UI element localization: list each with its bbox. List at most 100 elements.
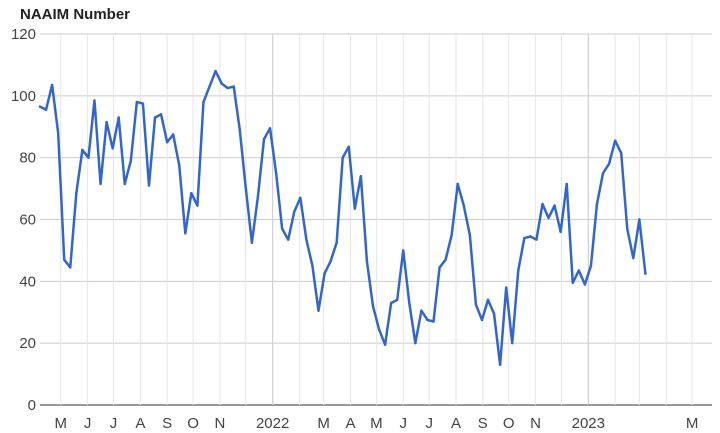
data-point bbox=[226, 86, 229, 90]
data-point bbox=[474, 303, 478, 306]
data-point bbox=[256, 195, 260, 198]
data-point bbox=[129, 159, 133, 162]
data-point bbox=[117, 116, 120, 119]
data-point bbox=[426, 318, 429, 322]
y-tick-label: 120 bbox=[11, 26, 36, 43]
data-point bbox=[196, 204, 199, 207]
data-point bbox=[202, 100, 205, 104]
y-axis-labels: 0 20 40 60 80 100 120 bbox=[11, 26, 36, 414]
y-tick-label: 80 bbox=[19, 150, 36, 167]
data-point bbox=[220, 82, 223, 85]
data-point bbox=[438, 266, 441, 269]
y-tick-label: 20 bbox=[19, 335, 36, 352]
data-point bbox=[268, 127, 272, 130]
y-tick-label: 100 bbox=[11, 88, 36, 105]
data-point bbox=[541, 202, 544, 206]
x-axis-labels: M J J A S O N 2022 M A M J J A S O N 2023 M bbox=[55, 415, 699, 432]
data-point bbox=[184, 232, 187, 235]
data-point bbox=[480, 318, 484, 322]
data-point bbox=[383, 343, 387, 346]
data-point bbox=[547, 216, 550, 220]
data-point bbox=[347, 145, 350, 149]
data-point bbox=[329, 260, 332, 263]
data-point bbox=[456, 182, 459, 186]
x-tick-label: 2022 bbox=[256, 415, 289, 432]
x-tick-label: O bbox=[503, 415, 515, 432]
data-point bbox=[571, 281, 574, 285]
x-tick-label: J bbox=[84, 415, 92, 432]
data-point bbox=[589, 264, 593, 268]
data-point bbox=[153, 116, 157, 119]
data-point bbox=[444, 258, 447, 261]
data-point bbox=[371, 304, 375, 308]
x-tick-label: M bbox=[370, 415, 383, 432]
data-point bbox=[595, 202, 599, 206]
data-point bbox=[262, 137, 266, 141]
data-point bbox=[553, 204, 556, 207]
data-point bbox=[147, 184, 151, 187]
data-point bbox=[81, 148, 84, 152]
data-point bbox=[305, 238, 308, 241]
x-tick-label: O bbox=[187, 415, 199, 432]
data-point bbox=[498, 363, 502, 367]
data-point bbox=[69, 266, 72, 269]
data-point bbox=[632, 256, 635, 260]
data-point bbox=[535, 238, 538, 241]
data-point bbox=[232, 85, 235, 88]
data-point bbox=[341, 156, 344, 159]
x-tick-label: A bbox=[451, 415, 461, 432]
data-point bbox=[293, 210, 296, 213]
x-tick-label: M bbox=[55, 415, 68, 432]
x-tick-label: J bbox=[110, 415, 118, 432]
x-tick-label: N bbox=[530, 415, 541, 432]
data-point bbox=[280, 227, 284, 230]
data-point bbox=[159, 113, 163, 116]
data-point bbox=[250, 241, 254, 244]
data-point bbox=[44, 108, 48, 111]
data-point bbox=[50, 83, 54, 87]
data-point bbox=[75, 192, 78, 195]
x-tick-label: S bbox=[162, 415, 172, 432]
data-point bbox=[638, 218, 641, 221]
x-tick-label: J bbox=[399, 415, 407, 432]
data-point bbox=[135, 100, 139, 104]
data-point bbox=[613, 139, 617, 142]
data-point bbox=[214, 69, 217, 73]
x-tick-label: J bbox=[425, 415, 433, 432]
data-point bbox=[111, 147, 114, 150]
data-point bbox=[583, 283, 587, 286]
x-tick-label: M bbox=[317, 415, 330, 432]
y-tick-label: 40 bbox=[19, 273, 36, 290]
data-point bbox=[504, 286, 508, 289]
grid-layer bbox=[40, 33, 712, 406]
data-point bbox=[335, 241, 338, 244]
series-layer bbox=[38, 69, 647, 367]
data-point bbox=[165, 141, 169, 144]
data-point bbox=[56, 131, 60, 135]
data-point bbox=[105, 120, 108, 124]
x-tick-label: A bbox=[135, 415, 145, 432]
data-point bbox=[208, 85, 211, 88]
data-point bbox=[353, 207, 357, 210]
data-point bbox=[402, 249, 405, 252]
data-point bbox=[450, 233, 453, 237]
data-point bbox=[607, 162, 611, 166]
data-point bbox=[299, 196, 302, 200]
data-point bbox=[190, 192, 193, 195]
data-point bbox=[492, 312, 496, 315]
y-tick-label: 60 bbox=[19, 212, 36, 229]
x-tick-label: S bbox=[478, 415, 488, 432]
data-point bbox=[389, 301, 393, 305]
data-point bbox=[529, 235, 532, 238]
data-point bbox=[141, 102, 145, 105]
data-point bbox=[317, 309, 320, 312]
data-point bbox=[565, 182, 568, 186]
data-point bbox=[601, 171, 605, 175]
data-point bbox=[408, 301, 411, 305]
data-point bbox=[359, 175, 363, 178]
data-point bbox=[87, 156, 90, 159]
x-tick-label: 2023 bbox=[572, 415, 605, 432]
data-point bbox=[38, 105, 42, 108]
data-point bbox=[238, 128, 241, 132]
